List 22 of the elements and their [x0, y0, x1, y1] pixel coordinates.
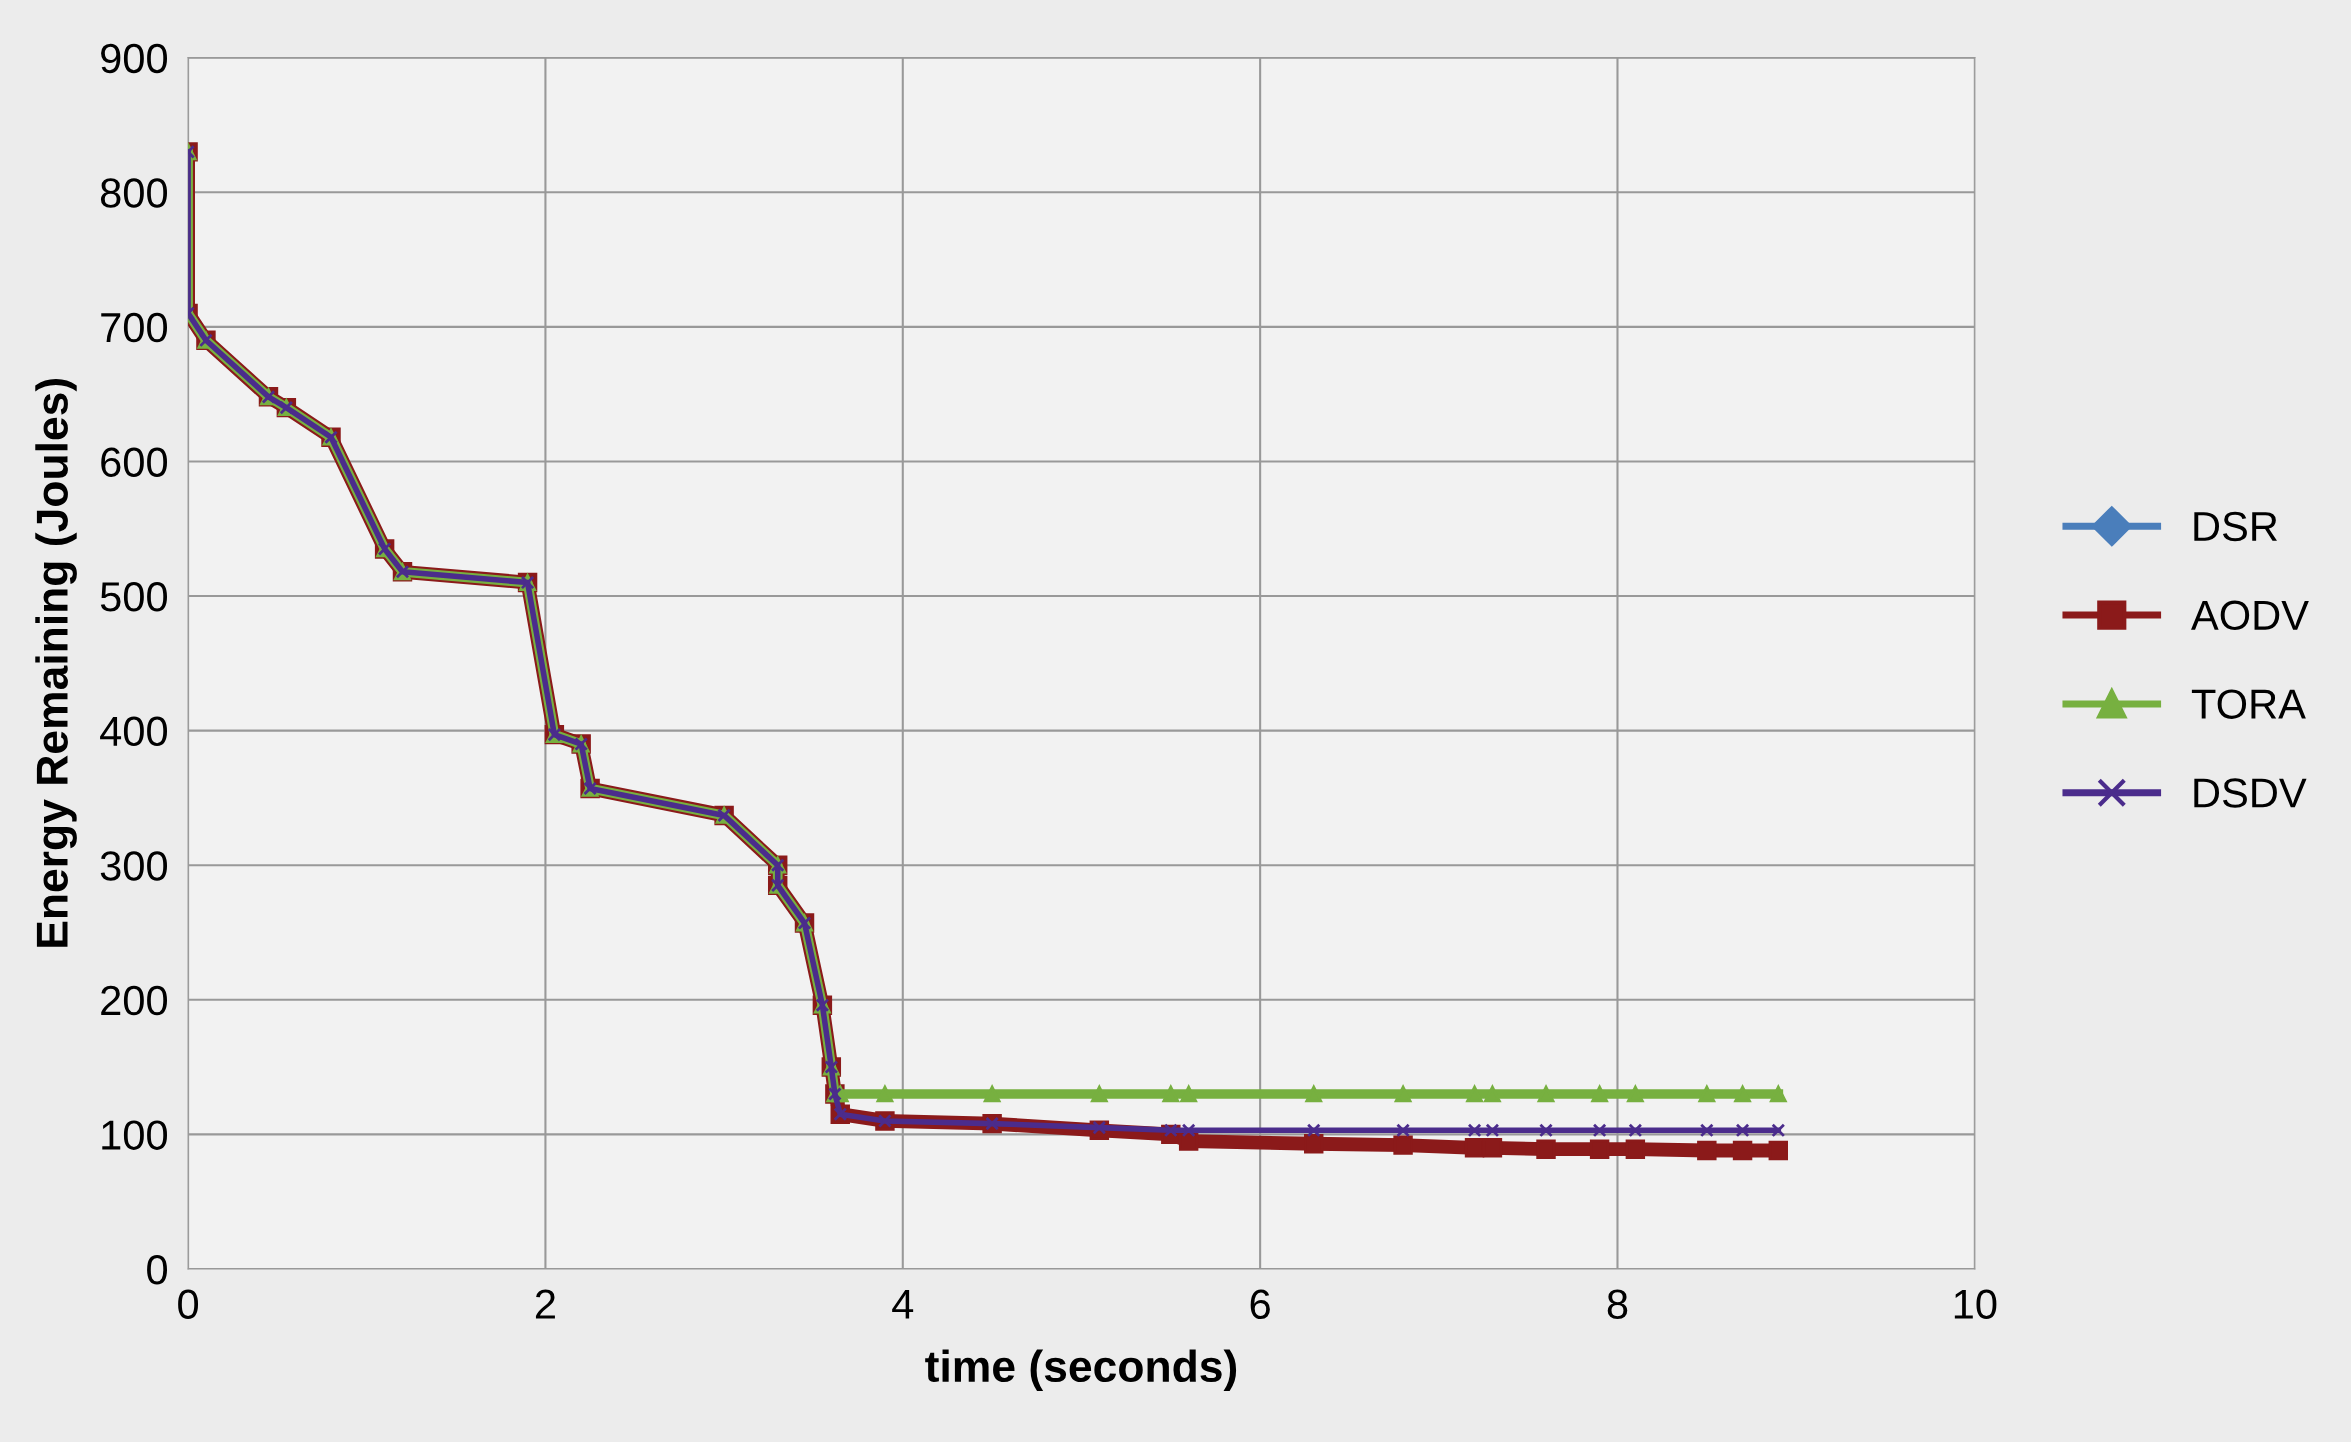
legend-label: DSR — [2194, 511, 2277, 542]
x-tick-label: 8 — [1607, 1289, 1628, 1320]
y-axis-title: Energy Remaining (Joules) — [35, 379, 77, 947]
x-tick-label: 6 — [1250, 1289, 1270, 1320]
y-tick-label: 800 — [100, 178, 168, 208]
y-tick-label: 0 — [147, 1254, 168, 1285]
x-tick-label: 10 — [1954, 1289, 1997, 1320]
legend-label: AODV — [2191, 600, 2309, 631]
y-tick-label: 400 — [100, 716, 168, 747]
y-tick-label: 100 — [102, 1120, 168, 1150]
y-tick-label: 900 — [101, 43, 168, 74]
y-tick-label: 500 — [100, 582, 168, 612]
legend-label: DSDV — [2194, 778, 2307, 808]
y-tick-label: 700 — [101, 312, 168, 343]
x-tick-label: 0 — [178, 1289, 199, 1320]
y-tick-label: 200 — [101, 985, 168, 1016]
y-tick-label: 300 — [100, 851, 168, 881]
x-tick-label: 2 — [535, 1289, 555, 1319]
legend-label: TORA — [2191, 689, 2306, 719]
x-axis-title: time (seconds) — [925, 1349, 1237, 1391]
x-tick-label: 4 — [892, 1289, 914, 1319]
y-tick-label: 600 — [101, 447, 168, 477]
